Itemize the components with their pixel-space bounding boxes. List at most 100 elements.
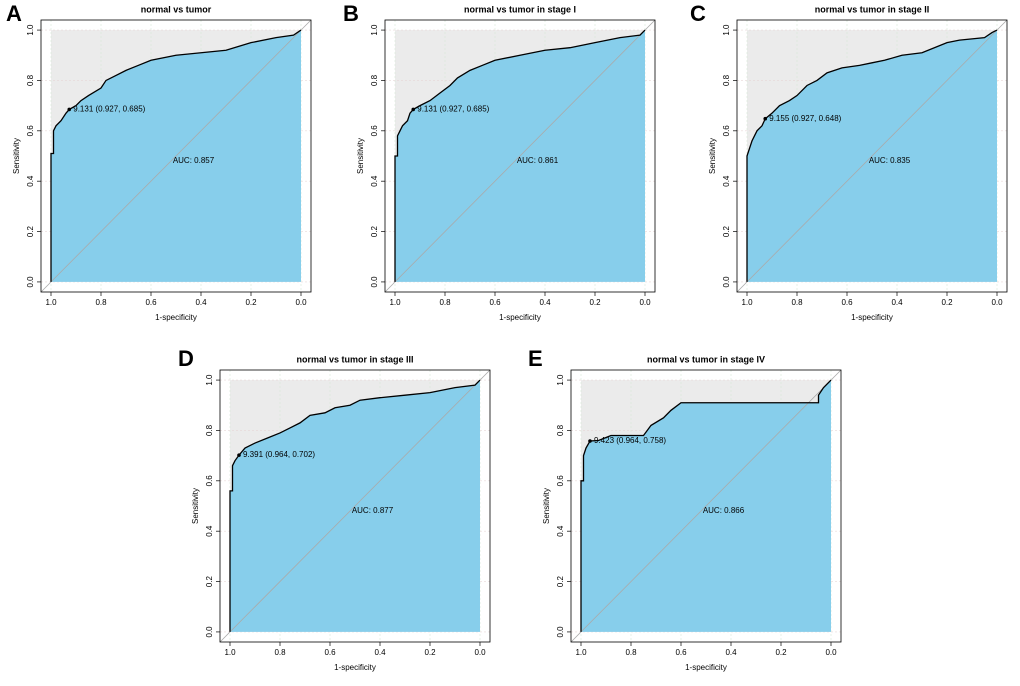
cutoff-point (67, 107, 72, 112)
x-tick-label: 0.2 (589, 298, 601, 307)
y-tick-label: 0.0 (556, 626, 565, 638)
x-tick-label: 0.6 (675, 648, 687, 657)
plot-frame (219, 369, 491, 643)
cutoff-point (237, 453, 241, 457)
x-tick-label: 0.2 (424, 648, 436, 657)
cutoff-label: 9.423 (0.964, 0.758) (594, 436, 666, 445)
panel-letter: D (178, 346, 194, 371)
chart-title: normal vs tumor in stage IV (647, 354, 765, 364)
y-tick-label: 0.4 (26, 175, 35, 187)
roc-curve (746, 29, 998, 282)
y-tick-label: 0.8 (205, 424, 214, 436)
y-tick-label: 1.0 (370, 24, 379, 36)
x-tick-label: 0.8 (439, 298, 451, 307)
diagonal (219, 369, 491, 643)
roc-curve (50, 29, 302, 282)
x-tick-label: 0.0 (639, 298, 651, 307)
x-axis-label: 1-specificity (155, 313, 197, 322)
cutoff-point (411, 107, 416, 112)
y-tick-label: 0.6 (205, 475, 214, 487)
x-tick-label: 0.4 (374, 648, 386, 657)
y-tick-label: 1.0 (205, 374, 214, 386)
chart-title: normal vs tumor in stage III (296, 354, 413, 364)
cutoff-point (588, 439, 592, 443)
y-tick-label: 0.6 (26, 125, 35, 137)
y-tick-label: 0.0 (26, 276, 35, 288)
y-tick-label: 0.8 (26, 74, 35, 86)
y-tick-label: 0.2 (370, 225, 379, 237)
roc-curve (229, 379, 481, 632)
diagonal (40, 19, 312, 293)
y-tick-label: 1.0 (556, 374, 565, 386)
y-tick-label: 0.6 (556, 475, 565, 487)
y-tick-label: 0.8 (722, 74, 731, 86)
x-tick-label: 0.0 (474, 648, 486, 657)
diagonal (736, 19, 1008, 293)
auc-label: AUC: 0.835 (869, 156, 911, 165)
x-tick-label: 0.6 (489, 298, 501, 307)
y-tick-label: 0.6 (722, 125, 731, 137)
panel-letter: B (343, 1, 359, 26)
cutoff-label: 9.131 (0.927, 0.685) (417, 105, 489, 114)
x-tick-label: 0.0 (295, 298, 307, 307)
y-tick-label: 0.2 (205, 575, 214, 587)
x-tick-label: 0.8 (791, 298, 803, 307)
auc-label: AUC: 0.861 (517, 156, 559, 165)
x-tick-label: 0.6 (841, 298, 853, 307)
diagonal (384, 19, 656, 293)
x-tick-label: 0.6 (324, 648, 336, 657)
y-tick-label: 0.8 (556, 424, 565, 436)
y-tick-label: 1.0 (26, 24, 35, 36)
x-tick-label: 1.0 (45, 298, 57, 307)
x-axis-label: 1-specificity (499, 313, 541, 322)
plot-frame (40, 19, 312, 293)
plot-frame (384, 19, 656, 293)
x-tick-label: 1.0 (575, 648, 587, 657)
y-tick-label: 0.0 (722, 276, 731, 288)
cutoff-label: 9.131 (0.927, 0.685) (73, 105, 145, 114)
panel-letter: A (6, 1, 22, 26)
y-axis-label: Sensitivity (542, 488, 551, 524)
panel-letter: C (690, 1, 706, 26)
y-tick-label: 0.0 (370, 276, 379, 288)
auc-label: AUC: 0.857 (173, 156, 215, 165)
y-axis-label: Sensitivity (356, 138, 365, 174)
x-tick-label: 0.8 (95, 298, 107, 307)
x-tick-label: 1.0 (389, 298, 401, 307)
y-tick-label: 0.4 (556, 525, 565, 537)
roc-curve (394, 29, 646, 282)
x-tick-label: 0.8 (625, 648, 637, 657)
diagonal (570, 369, 842, 643)
panel-letter: E (528, 346, 543, 371)
y-axis-label: Sensitivity (708, 138, 717, 174)
auc-label: AUC: 0.877 (352, 506, 394, 515)
roc-curve (580, 379, 832, 632)
y-tick-label: 0.2 (556, 575, 565, 587)
x-tick-label: 0.4 (195, 298, 207, 307)
x-tick-label: 0.2 (941, 298, 953, 307)
cutoff-point (763, 116, 768, 121)
y-axis-label: Sensitivity (191, 488, 200, 524)
auc-label: AUC: 0.866 (703, 506, 745, 515)
x-axis-label: 1-specificity (334, 663, 376, 672)
x-tick-label: 1.0 (741, 298, 753, 307)
plot-frame (736, 19, 1008, 293)
y-tick-label: 0.4 (205, 525, 214, 537)
plot-frame (570, 369, 842, 643)
y-tick-label: 0.4 (370, 175, 379, 187)
y-axis-label: Sensitivity (12, 138, 21, 174)
x-tick-label: 0.2 (775, 648, 787, 657)
x-tick-label: 0.0 (825, 648, 837, 657)
chart-title: normal vs tumor in stage I (464, 4, 576, 14)
x-tick-label: 0.0 (991, 298, 1003, 307)
cutoff-label: 9.391 (0.964, 0.702) (243, 450, 315, 459)
x-tick-label: 1.0 (224, 648, 236, 657)
chart-title: normal vs tumor in stage II (815, 4, 930, 14)
x-tick-label: 0.4 (539, 298, 551, 307)
y-tick-label: 0.0 (205, 626, 214, 638)
